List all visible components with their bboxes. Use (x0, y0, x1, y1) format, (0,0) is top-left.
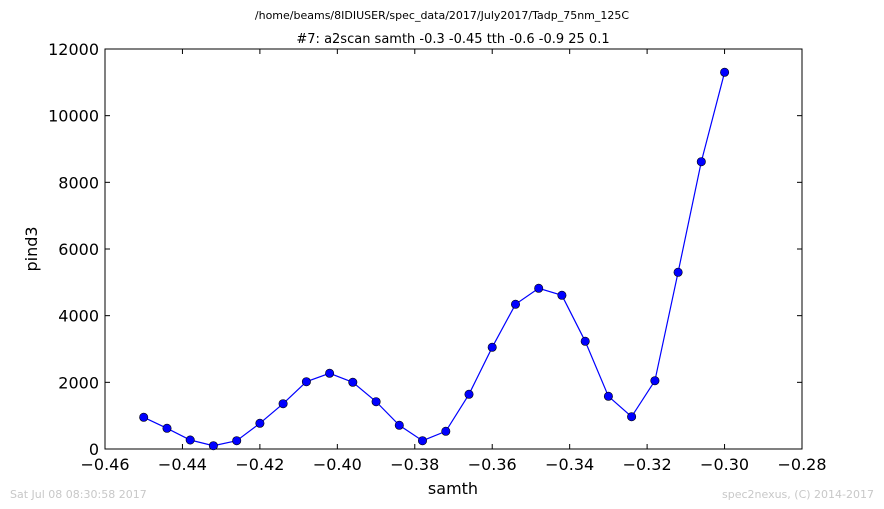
data-point (208, 441, 218, 451)
y-tick-label: 10000 (48, 107, 99, 126)
x-tick-label: −0.42 (235, 455, 284, 474)
data-point (534, 283, 544, 293)
data-point (603, 391, 613, 401)
x-tick-label: −0.40 (313, 455, 362, 474)
y-tick-label: 2000 (58, 373, 99, 392)
x-tick-label: −0.34 (545, 455, 594, 474)
x-tick-label: −0.30 (700, 455, 749, 474)
data-point (580, 336, 590, 346)
data-point (696, 157, 706, 167)
data-point (720, 67, 730, 77)
x-tick-label: −0.36 (468, 455, 517, 474)
data-point (673, 267, 683, 277)
y-tick-label: 4000 (58, 307, 99, 326)
x-tick-label: −0.38 (390, 455, 439, 474)
data-point (510, 299, 520, 309)
x-tick-label: −0.44 (158, 455, 207, 474)
data-point (371, 397, 381, 407)
y-tick-label: 0 (89, 440, 99, 459)
y-tick-label: 6000 (58, 240, 99, 259)
data-point (650, 376, 660, 386)
data-point (301, 377, 311, 387)
data-point (185, 435, 195, 445)
data-point (394, 420, 404, 430)
footer-credit: spec2nexus, (C) 2014-2017 (722, 488, 874, 501)
chart-title: #7: a2scan samth -0.3 -0.45 tth -0.6 -0.… (296, 32, 609, 47)
data-point (487, 342, 497, 352)
y-tick-label: 8000 (58, 173, 99, 192)
chart-suptitle: /home/beams/8IDIUSER/spec_data/2017/July… (255, 9, 630, 22)
x-axis-label: samth (428, 479, 478, 498)
x-tick-label: −0.32 (623, 455, 672, 474)
data-point (255, 418, 265, 428)
x-tick-label: −0.46 (80, 455, 129, 474)
data-point (348, 377, 358, 387)
y-tick-label: 12000 (48, 40, 99, 59)
data-point (232, 436, 242, 446)
series-layer (139, 67, 730, 451)
data-point (139, 412, 149, 422)
data-point (325, 368, 335, 378)
data-point (441, 426, 451, 436)
series-line (143, 72, 726, 447)
plot-frame (104, 48, 803, 450)
footer-timestamp: Sat Jul 08 08:30:58 2017 (10, 488, 147, 501)
data-point (162, 423, 172, 433)
data-point (627, 412, 637, 422)
x-axis: −0.46 −0.44 −0.42 −0.40 −0.38 −0.36 −0.34 −0.32… (80, 49, 827, 474)
data-point (464, 389, 474, 399)
x-tick-label: −0.28 (777, 455, 826, 474)
data-point (278, 399, 288, 409)
y-axis: 0 2000 4000 6000 8000 10000 12000 (48, 40, 802, 459)
y-axis-label: pind3 (22, 226, 41, 271)
data-point (417, 436, 427, 446)
data-point (557, 290, 567, 300)
